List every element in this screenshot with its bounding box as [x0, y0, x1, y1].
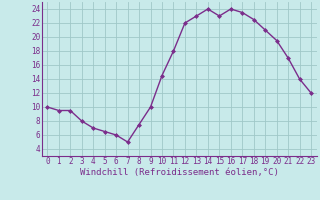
X-axis label: Windchill (Refroidissement éolien,°C): Windchill (Refroidissement éolien,°C): [80, 168, 279, 177]
